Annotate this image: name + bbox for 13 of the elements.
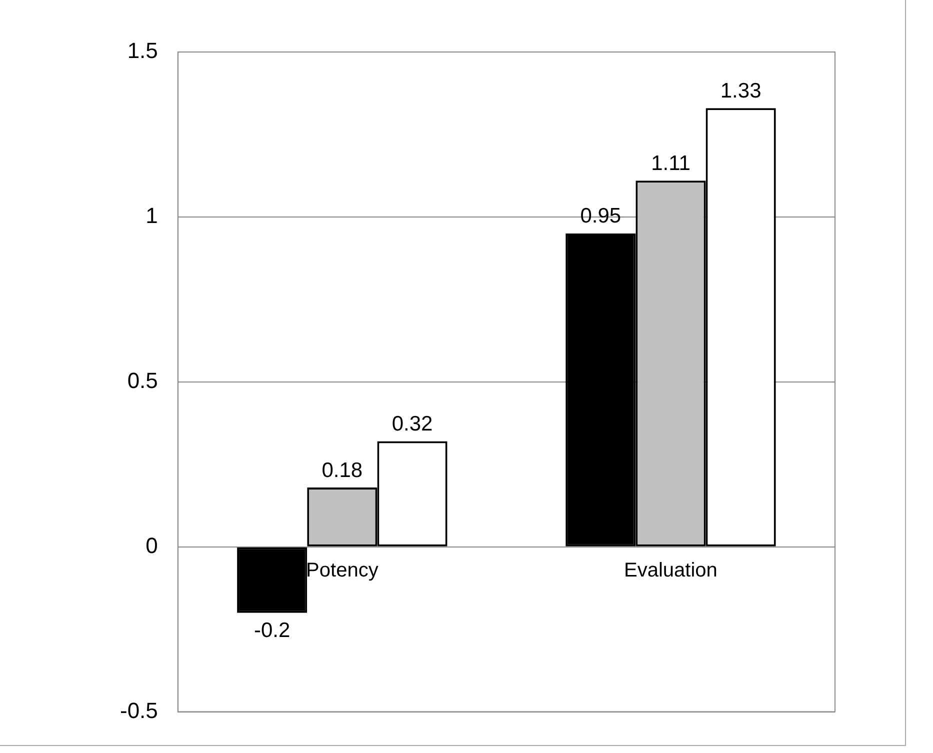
data-label: 0.95 bbox=[580, 204, 622, 228]
data-label: 1.33 bbox=[720, 79, 762, 102]
y-tick-label: -0.5 bbox=[120, 698, 158, 723]
y-tick-label: 0 bbox=[146, 532, 158, 558]
x-tick-label: Potency bbox=[306, 559, 378, 582]
data-label: 0.32 bbox=[392, 412, 433, 436]
data-label: 0.18 bbox=[322, 458, 363, 482]
data-label: -0.2 bbox=[254, 619, 290, 642]
x-tick-label: Evaluation bbox=[624, 559, 718, 582]
y-tick-label: 1.5 bbox=[127, 38, 158, 64]
y-tick-label: 1 bbox=[146, 203, 158, 228]
y-tick-label: 0.5 bbox=[127, 368, 158, 393]
data-label: 1.11 bbox=[651, 152, 690, 175]
